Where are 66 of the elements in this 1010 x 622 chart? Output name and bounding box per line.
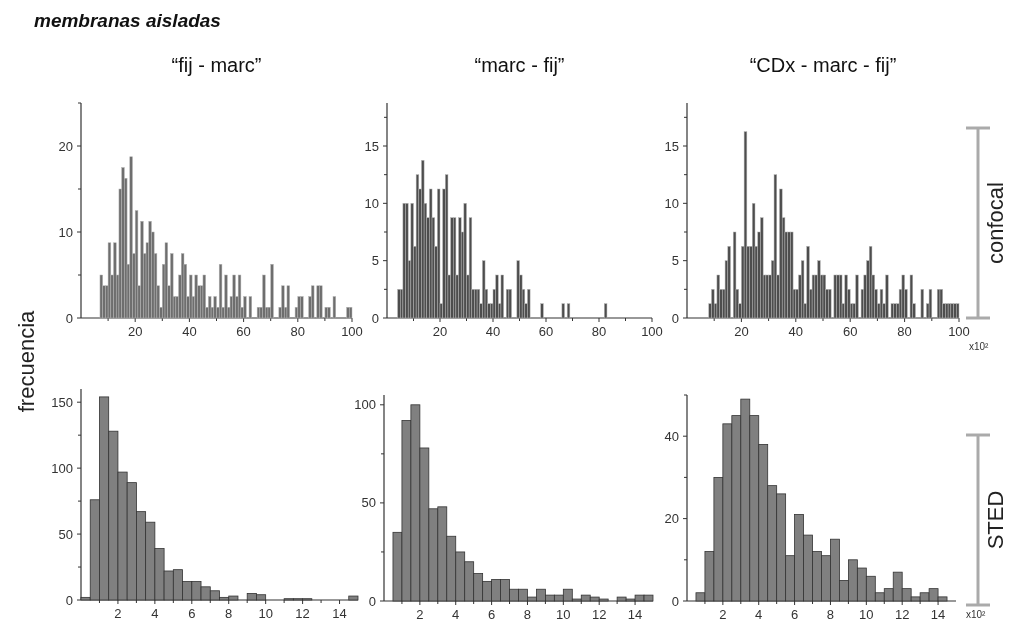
y-tick-label: 100	[354, 397, 376, 413]
x-tick-label: 10	[859, 607, 874, 622]
y-tick-label: 5	[671, 253, 679, 269]
text: confocal	[983, 182, 1008, 264]
x-tick-label: 2	[416, 607, 424, 622]
x-axis-title: x10²	[966, 609, 987, 620]
x-tick-label: 14	[332, 606, 347, 621]
x-tick-label: 4	[452, 607, 460, 622]
x-tick-label: 6	[487, 607, 496, 622]
x-tick-label: 10	[556, 607, 571, 622]
x-tick-label: 60	[538, 324, 554, 339]
x-tick-label: 40	[485, 324, 501, 339]
x-tick-label: 8	[523, 607, 532, 622]
y-tick-label: 0	[368, 593, 376, 609]
y-tick-label: 50	[361, 495, 376, 511]
y-tick-label: 20	[664, 511, 679, 527]
chart-title: “marc - fij”	[474, 54, 565, 76]
x-tick-label: 6	[188, 606, 196, 621]
x-tick-label: 8	[225, 606, 233, 621]
x-tick-label: 40	[182, 324, 197, 339]
y-tick-label: 10	[664, 195, 679, 211]
x-tick-label: 6	[790, 607, 799, 622]
x-tick-label: 100	[948, 324, 970, 339]
x-tick-label: 2	[719, 607, 727, 622]
x-tick-label: 80	[290, 324, 306, 339]
x-tick-label: 12	[894, 607, 910, 622]
x-tick-label: 4	[151, 606, 159, 621]
chart-title: “fij - marc”	[171, 54, 262, 76]
x-tick-label: 20	[432, 324, 448, 339]
x-axis-title: x10²	[969, 341, 990, 352]
y-tick-label: 0	[371, 310, 379, 326]
y-tick-label: 0	[65, 310, 73, 326]
chart-title: “CDx - marc - fij”	[749, 54, 897, 76]
text: STED	[983, 490, 1008, 550]
y-tick-label: 0	[671, 593, 679, 609]
x-tick-label: 100	[641, 324, 663, 339]
y-tick-label: 10	[58, 224, 73, 240]
y-tick-label: 50	[58, 526, 73, 542]
y-tick-label: 0	[65, 592, 73, 608]
y-axis-title: frecuencia	[14, 309, 39, 413]
x-tick-label: 12	[591, 607, 607, 622]
y-tick-label: 15	[664, 138, 679, 154]
x-tick-label: 80	[591, 324, 607, 339]
x-tick-label: 100	[341, 324, 363, 339]
y-tick-label: 100	[51, 460, 73, 476]
x-tick-label: 14	[627, 607, 643, 622]
x-tick-label: 60	[236, 324, 251, 339]
x-tick-label: 10	[258, 606, 273, 621]
text: membranas aisladas	[34, 10, 221, 31]
x-tick-label: 20	[734, 324, 749, 339]
x-tick-label: 20	[127, 324, 143, 339]
x-tick-label: 8	[826, 607, 835, 622]
y-tick-label: 20	[58, 138, 73, 154]
y-tick-label: 10	[364, 195, 379, 211]
x-tick-label: 14	[930, 607, 946, 622]
x-tick-label: 80	[897, 324, 912, 339]
x-tick-label: 40	[788, 324, 804, 339]
y-tick-label: 15	[364, 138, 379, 154]
x-tick-label: 2	[114, 606, 122, 621]
y-tick-label: 150	[51, 394, 73, 410]
y-tick-label: 40	[664, 428, 679, 444]
y-tick-label: 0	[671, 310, 679, 326]
y-tick-label: 5	[371, 253, 379, 269]
x-tick-label: 4	[755, 607, 763, 622]
x-tick-label: 12	[295, 606, 310, 621]
x-tick-label: 60	[842, 324, 858, 339]
